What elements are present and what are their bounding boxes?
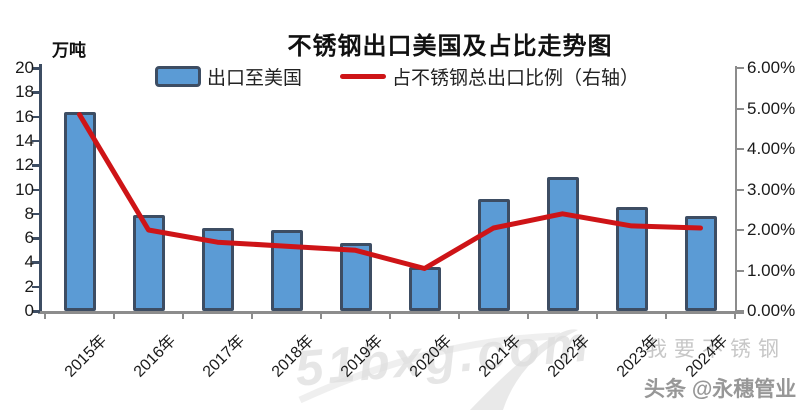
- right-axis-tick: [736, 67, 744, 69]
- line-series-label: 占不锈钢总出口比例（右轴）: [392, 68, 640, 89]
- left-axis-tick: [32, 67, 40, 70]
- left-axis-tick: [32, 212, 40, 216]
- x-axis-tick: [458, 311, 460, 319]
- x-axis-label: 2015年: [61, 332, 110, 381]
- bar-series-swatch: [155, 66, 201, 87]
- legend-item-bar: 出口至美国: [155, 63, 302, 90]
- right-axis-tick-label: 6.00%: [747, 58, 796, 77]
- bar-2024年: [684, 216, 717, 311]
- bar-2016年: [132, 215, 165, 311]
- x-axis-tick: [734, 311, 736, 319]
- left-axis-tick: [32, 139, 40, 143]
- x-axis-tick: [596, 311, 598, 319]
- left-axis-tick-label: 4: [24, 252, 34, 272]
- left-axis-tick-label: 18: [15, 82, 34, 102]
- right-axis-tick: [736, 229, 744, 231]
- left-axis-tick: [32, 115, 40, 119]
- bar-series-label: 出口至美国: [207, 68, 303, 89]
- left-axis-tick: [32, 164, 40, 167]
- bar-2015年: [63, 111, 96, 311]
- x-axis-tick: [251, 311, 253, 319]
- x-axis-label: 2017年: [199, 332, 248, 381]
- x-axis-tick: [182, 311, 184, 319]
- left-axis-tick-label: 20: [15, 58, 34, 77]
- left-axis-tick-label: 16: [15, 106, 34, 126]
- left-axis-tick: [32, 310, 40, 313]
- x-axis-line: [38, 311, 744, 314]
- watermark-toutiao: 头条 @永穗管业: [644, 378, 797, 401]
- watermark-site-name: 我要不锈钢: [646, 338, 786, 361]
- left-axis-tick-label: 8: [24, 203, 34, 223]
- line-series-swatch: [340, 74, 386, 79]
- x-axis-tick: [665, 311, 667, 319]
- bar-2022年: [546, 177, 579, 311]
- left-axis-tick-label: 10: [15, 179, 34, 199]
- x-axis-tick: [44, 311, 46, 319]
- left-axis-tick-label: 14: [15, 130, 34, 150]
- x-axis-tick: [113, 311, 115, 319]
- right-axis-tick-label: 2.00%: [747, 220, 796, 239]
- x-axis-tick: [527, 311, 529, 319]
- bar-2018年: [270, 229, 303, 311]
- left-axis-tick: [32, 91, 40, 94]
- right-axis-tick: [736, 269, 744, 272]
- right-axis-tick: [736, 107, 744, 110]
- right-axis-tick-label: 1.00%: [747, 260, 796, 280]
- legend: 出口至美国 占不锈钢总出口比例（右轴）: [0, 58, 810, 89]
- right-axis-tick: [736, 148, 744, 150]
- legend-item-line: 占不锈钢总出口比例（右轴）: [340, 63, 639, 90]
- x-axis-tick: [389, 311, 391, 319]
- left-axis-tick-label: 0: [24, 301, 34, 320]
- right-axis-tick: [736, 310, 744, 312]
- bar-2017年: [201, 228, 234, 311]
- left-axis-tick: [32, 188, 40, 191]
- chart-title: 不锈钢出口美国及占比走势图: [287, 34, 613, 60]
- left-axis-line: [39, 64, 42, 314]
- right-axis-tick-label: 4.00%: [747, 139, 796, 158]
- bar-2021年: [477, 199, 510, 311]
- bar-2020年: [408, 267, 441, 311]
- bar-2023年: [615, 206, 648, 311]
- right-axis-tick-label: 3.00%: [747, 179, 796, 199]
- right-axis-tick: [736, 188, 744, 191]
- x-axis-label: 2016年: [130, 332, 179, 381]
- left-axis-tick: [32, 237, 40, 240]
- left-axis-tick-label: 2: [24, 276, 34, 296]
- x-axis-tick: [320, 311, 322, 319]
- right-axis-tick-label: 5.00%: [747, 98, 796, 118]
- left-axis-tick: [32, 261, 40, 264]
- right-axis-tick-label: 0.00%: [747, 301, 796, 320]
- left-axis-unit-label: 万吨: [52, 41, 86, 60]
- left-axis-tick: [32, 285, 40, 289]
- bar-2019年: [339, 242, 372, 311]
- left-axis-tick-label: 12: [15, 155, 34, 175]
- left-axis-tick-label: 6: [24, 228, 34, 248]
